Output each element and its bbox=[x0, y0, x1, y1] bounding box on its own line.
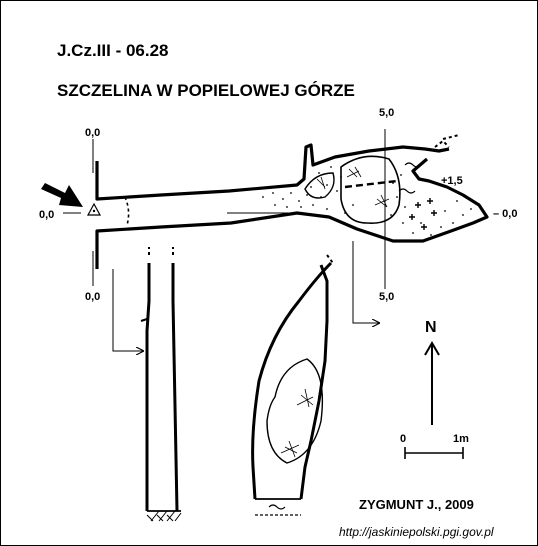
scale-end-label: 1m bbox=[453, 433, 469, 445]
entrance-top-depth: 0,0 bbox=[85, 127, 101, 139]
vertical-section-shaft bbox=[140, 247, 179, 512]
source-url: http://jaskiniepolski.pgi.gov.pl bbox=[339, 525, 494, 539]
scale-bar bbox=[404, 447, 464, 459]
passage-outline bbox=[95, 143, 450, 201]
entrance-arrow-icon bbox=[41, 183, 83, 207]
section-bottom-depth: 5,0 bbox=[379, 291, 395, 303]
boulder-outline bbox=[340, 155, 401, 224]
end-depth: – 0,0 bbox=[493, 208, 518, 220]
scale-start-label: 0 bbox=[400, 433, 407, 445]
cave-name: SZCZELINA W POPIELOWEJ GÓRZE bbox=[57, 81, 355, 100]
inclined-section bbox=[251, 261, 333, 500]
cave-code: J.Cz.III - 06.28 bbox=[57, 41, 169, 60]
entrance-bottom-depth: 0,0 bbox=[85, 291, 101, 303]
sediment-stipple bbox=[262, 166, 472, 236]
author-credit: ZYGMUNT J., 2009 bbox=[359, 497, 474, 512]
entrance-left-depth: 0,0 bbox=[39, 209, 55, 221]
datum-triangle-icon bbox=[86, 202, 102, 216]
shaft-floor-hatch bbox=[146, 510, 182, 522]
north-label: N bbox=[425, 319, 437, 336]
height-mark: +1,5 bbox=[441, 175, 463, 187]
north-arrow-icon bbox=[424, 341, 440, 425]
section-top-depth: 5,0 bbox=[379, 107, 395, 119]
